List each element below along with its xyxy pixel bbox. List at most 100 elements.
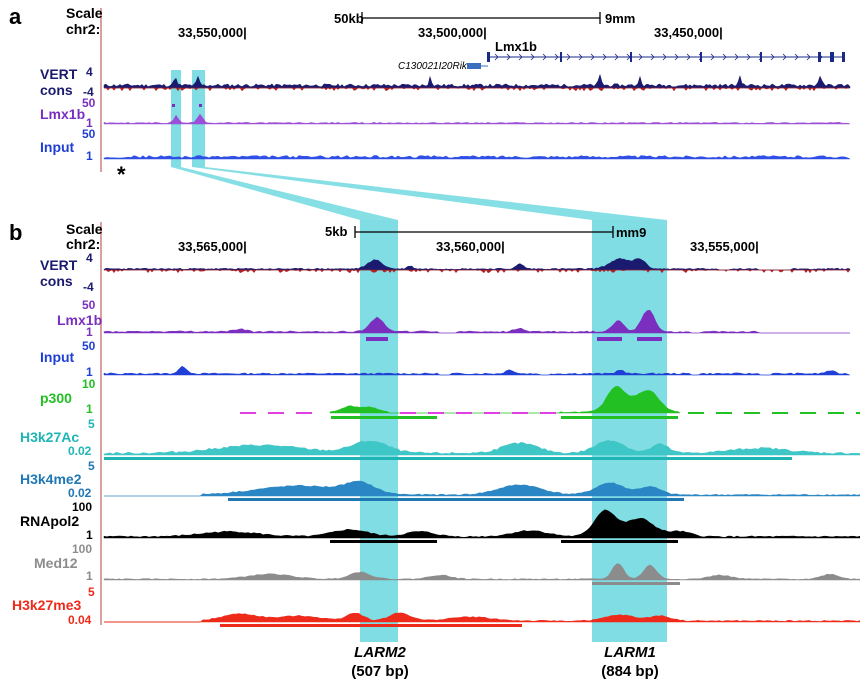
panel-b-track-h3k27me3-label: H3k27me3: [12, 597, 82, 613]
gene-lmx1b-exon: [830, 52, 834, 62]
gene-lmx1b-strand-arrow: [614, 53, 619, 61]
gene-lmx1b-strand-arrow: [746, 53, 751, 61]
panel-b-lmx1b-track: [103, 309, 850, 334]
panel-b-lmx1b-peak-call-larm1b: [637, 337, 662, 341]
panel-b-input-track: [103, 365, 851, 376]
panel-b-assembly: mm9: [616, 225, 647, 240]
zoom-connector-larm1: [192, 167, 667, 220]
gene-lmx1b-strand-arrow: [518, 53, 523, 61]
panel-a-chr-label: chr2:: [66, 21, 101, 37]
gene-lmx1b-strand-arrow: [674, 53, 679, 61]
panel-b-med12-track: [103, 563, 860, 581]
panel-b-med12-peak-call: [592, 582, 680, 585]
zoom-connector-larm2: [171, 167, 398, 220]
gene-lmx1b-strand-arrow: [578, 53, 583, 61]
panel-a-track-lmx1b-label: Lmx1b: [40, 106, 86, 122]
panel-b-track-vert-label: VERT: [40, 257, 78, 273]
gene-lmx1b-strand-arrow: [782, 53, 787, 61]
region-larm1-size: (884 bp): [601, 663, 659, 680]
panel-b-track-rnapol2-label: RNApol2: [20, 513, 80, 529]
panel-b-track-h3k27ac-label: H3k27Ac: [20, 429, 80, 445]
panel-b-letter: b: [9, 220, 23, 245]
gene-lmx1b-strand-arrow: [662, 53, 667, 61]
gene-label-c130021i20rik: C130021I20Rik: [398, 61, 467, 72]
panel-a-lmx1b-peak-call-2: [199, 104, 202, 107]
panel-b-track-input-label: Input: [40, 349, 75, 365]
panel-a-lmx1b-peak-call-1: [172, 104, 175, 107]
gene-c130021i20rik-exon: [467, 63, 481, 69]
panel-a-coord-2: 33,500,000|: [418, 25, 487, 40]
panel-b-h3k4me2-track: [104, 480, 860, 497]
gene-lmx1b-strand-arrow: [602, 53, 607, 61]
gene-lmx1b-exon: [700, 52, 702, 62]
panel-b-rnapol2-track: [103, 509, 860, 539]
panel-a-lmx1b-tick-min: 1: [86, 116, 93, 130]
panel-b-scale-label: Scale: [66, 221, 103, 237]
panel-a-input-track: [103, 155, 851, 160]
panel-a-vert-tick-min: -4: [83, 85, 94, 99]
panel-b-input-tick-max: 50: [82, 339, 96, 353]
panel-b-track-h3k4me2-label: H3k4me2: [20, 471, 82, 487]
gene-lmx1b-strand-arrow: [590, 53, 595, 61]
panel-a-assembly: 9mm: [605, 11, 636, 26]
panel-b-lmx1b-peak-call-larm1a: [597, 337, 622, 341]
gene-label-lmx1b: Lmx1b: [495, 39, 537, 54]
panel-b-coord-1: 33,565,000|: [178, 239, 247, 254]
gene-lmx1b-strand-arrow: [806, 53, 811, 61]
gene-lmx1b-exon: [487, 52, 490, 62]
panel-a-vert-cons-track-negative: [104, 87, 850, 92]
panel-b-h3k4me2-tick-min: 0.02: [68, 486, 92, 500]
panel-b-h3k4me2-domain: [228, 498, 684, 501]
panel-a-input-tick-min: 1: [86, 149, 93, 163]
panel-b-track-med12-label: Med12: [34, 555, 78, 571]
panel-a-lmx1b-tick-max: 50: [82, 96, 96, 110]
gene-lmx1b-strand-arrow: [794, 53, 799, 61]
gene-lmx1b-exon: [560, 52, 562, 62]
gene-lmx1b-strand-arrow: [686, 53, 691, 61]
gene-lmx1b-exon: [818, 52, 821, 62]
panel-b-vert-cons-track-negative: [104, 269, 851, 274]
panel-b-input-tick-min: 1: [86, 365, 93, 379]
gene-lmx1b-strand-arrow: [710, 53, 715, 61]
gene-lmx1b-strand-arrow: [566, 53, 571, 61]
panel-b-track-p300-label: p300: [40, 390, 72, 406]
panel-a-lmx1b-track: [103, 113, 851, 125]
panel-b-coord-3: 33,555,000|: [690, 239, 759, 254]
panel-a-track-input-label: Input: [40, 139, 75, 155]
panel-b-h3k27ac-domain: [104, 457, 792, 460]
panel-b-p300-tick-max: 10: [82, 377, 96, 391]
panel-b-h3k27me3-tick-min: 0.04: [68, 613, 92, 627]
panel-b-chr-label: chr2:: [66, 236, 101, 252]
panel-a-scale-label: Scale: [66, 5, 103, 21]
panel-a-letter: a: [9, 4, 22, 29]
region-larm2-label: LARM2: [354, 644, 406, 661]
panel-b-track-cons-label: cons: [40, 273, 73, 289]
panel-b-vert-cons-track: [103, 257, 851, 271]
panel-b-highlight-larm2: [360, 220, 398, 642]
panel-b-scale-bar-label: 5kb: [325, 224, 348, 239]
panel-a-coord-3: 33,450,000|: [654, 25, 723, 40]
gene-lmx1b-strand-arrow: [734, 53, 739, 61]
gene-lmx1b-strand-arrow: [542, 53, 547, 61]
panel-a-coord-1: 33,550,000|: [178, 25, 247, 40]
panel-b-coord-2: 33,560,000|: [436, 239, 505, 254]
gene-lmx1b-strand-arrow: [638, 53, 643, 61]
panel-a-vert-tick-max: 4: [86, 65, 93, 79]
panel-b-p300-tick-min: 1: [86, 402, 93, 416]
region-larm1-label: LARM1: [604, 644, 656, 661]
panel-b-h3k4me2-tick-max: 5: [88, 459, 95, 473]
panel-b-h3k27me3-track: [104, 612, 860, 623]
panel-b-rnapol2-tick-max: 100: [72, 500, 93, 514]
gene-lmx1b-strand-arrow: [650, 53, 655, 61]
gene-lmx1b-exon: [760, 52, 762, 62]
panel-a-input-tick-max: 50: [82, 127, 96, 141]
panel-b-h3k27me3-tick-max: 5: [88, 585, 95, 599]
panel-a-track-cons-label: cons: [40, 82, 73, 98]
panel-b-lmx1b-tick-max: 50: [82, 298, 96, 312]
panel-b-p300-peak-call-1: [331, 416, 437, 419]
asterisk-marker: *: [117, 162, 126, 187]
panel-b-h3k27ac-tick-min: 0.02: [68, 444, 92, 458]
panel-b-med12-tick-min: 1: [86, 569, 93, 583]
panel-b-rnapol2-peak-call-2: [561, 540, 678, 543]
